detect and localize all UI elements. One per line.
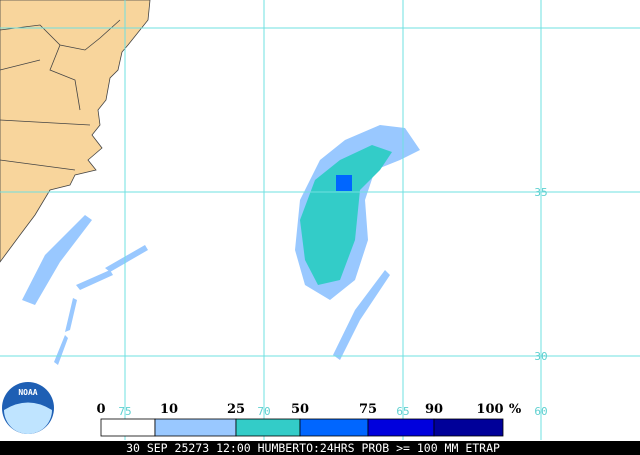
legend-label: 90 <box>425 402 443 417</box>
legend-label: 0 <box>96 402 105 417</box>
legend-label: 75 <box>359 402 377 417</box>
lon-label: 70 <box>257 405 270 418</box>
legend-swatch <box>433 418 504 437</box>
legend-swatch <box>235 418 301 437</box>
legend-swatch <box>100 418 156 437</box>
logo-text: NOAA <box>18 388 37 397</box>
borders <box>0 19 121 171</box>
legend-label: 25 <box>227 402 245 417</box>
prob-10 <box>22 215 148 365</box>
footer-bar <box>0 441 640 455</box>
logo-wave <box>4 402 52 434</box>
legend-swatch <box>299 418 369 437</box>
lat-label: 35 <box>534 186 547 199</box>
legend-unit: % <box>509 402 522 417</box>
lon-label: 75 <box>118 405 131 418</box>
lat-label: 30 <box>534 350 547 363</box>
legend-label: 10 <box>160 402 178 417</box>
land <box>0 0 151 263</box>
legend-swatch <box>154 418 237 437</box>
grid <box>0 0 640 440</box>
legend-swatch <box>367 418 435 437</box>
prob-25 <box>300 145 392 285</box>
lon-label: 65 <box>396 405 409 418</box>
lon-label: 60 <box>534 405 547 418</box>
legend-label: 50 <box>291 402 309 417</box>
noaa-logo: NOAA <box>2 382 54 434</box>
footer-text: 30 SEP 25273 12:00 HUMBERTO:24HRS PROB >… <box>126 441 500 455</box>
prob-50 <box>336 175 352 191</box>
legend-label: 100 <box>476 402 503 417</box>
prob-10 <box>333 270 390 360</box>
